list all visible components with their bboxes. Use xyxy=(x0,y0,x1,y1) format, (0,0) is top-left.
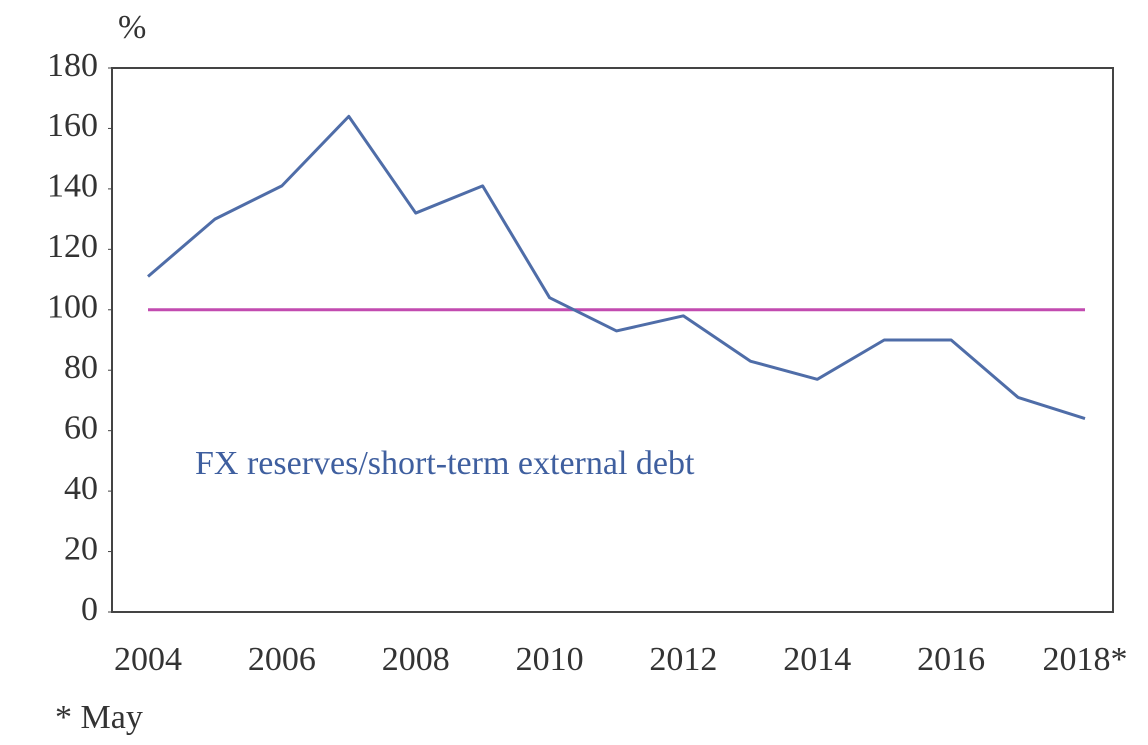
x-tick-label: 2006 xyxy=(248,641,316,678)
data-line xyxy=(147,114,1086,421)
x-tick-label: 2014 xyxy=(783,641,851,678)
y-tick-label: 20 xyxy=(64,530,98,567)
y-axis-unit: % xyxy=(118,9,146,46)
y-tick-label: 80 xyxy=(64,349,98,386)
y-tick-label: 180 xyxy=(47,47,98,84)
y-tick-label: 140 xyxy=(47,168,98,205)
y-tick-label: 40 xyxy=(64,470,98,507)
y-tick-label: 0 xyxy=(81,591,98,628)
plot-frame xyxy=(111,67,1114,613)
y-tick-label: 60 xyxy=(64,409,98,446)
y-tick-label: 160 xyxy=(47,107,98,144)
y-tick-label: 120 xyxy=(47,228,98,265)
x-tick-label: 2010 xyxy=(516,641,584,678)
x-tick-label: 2008 xyxy=(382,641,450,678)
x-tick-label: 2004 xyxy=(114,641,182,678)
footnote: * May xyxy=(55,699,143,736)
x-tick-label: 2016 xyxy=(917,641,985,678)
x-tick-label: 2018* xyxy=(1043,641,1128,678)
x-tick-label: 2012 xyxy=(649,641,717,678)
series-annotation: FX reserves/short-term external debt xyxy=(195,445,695,482)
y-tick-label: 100 xyxy=(47,289,98,326)
